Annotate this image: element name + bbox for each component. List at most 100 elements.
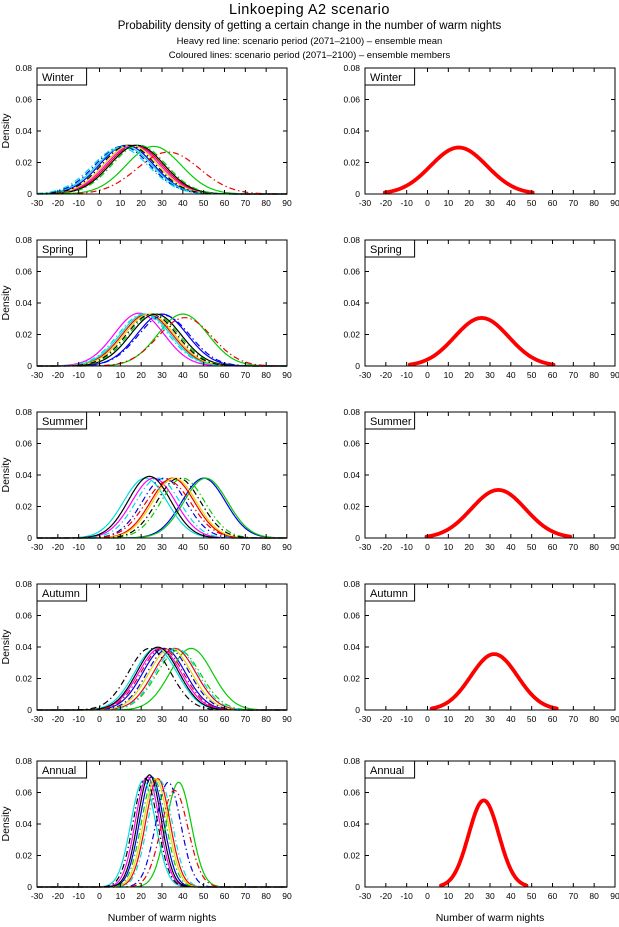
y-tick-label: 0.06 [15, 439, 32, 449]
x-tick-label: 20 [464, 714, 474, 724]
subplot-winter-ensemble-mean: -30 -20 -10 0 10 20 30 40 50 60 70 80 90 0 0.02 0.04 0.0… [343, 63, 619, 208]
y-axis-label: Density [0, 113, 12, 149]
x-tick-label: 90 [282, 891, 292, 901]
y-tick-label: 0.08 [15, 63, 32, 73]
x-tick-label: 90 [282, 542, 292, 552]
x-tick-label: 60 [220, 542, 230, 552]
x-tick-label: 20 [136, 891, 146, 901]
x-tick-label: 0 [425, 198, 430, 208]
x-tick-label: 0 [97, 370, 102, 380]
y-tick-label: 0.02 [15, 851, 32, 861]
y-axis-label: Density [0, 806, 12, 842]
season-label-box [364, 239, 416, 258]
y-tick-label: 0.02 [343, 851, 360, 861]
y-tick-label: 0.06 [343, 611, 360, 621]
x-tick-label: 90 [282, 714, 292, 724]
x-tick-label: 10 [116, 891, 126, 901]
x-tick-label: 60 [548, 542, 558, 552]
axis-box [364, 67, 616, 195]
x-tick-label: 40 [178, 542, 188, 552]
x-tick-label: 50 [527, 891, 537, 901]
y-tick-label: 0.04 [15, 126, 32, 136]
x-tick-label: 20 [464, 891, 474, 901]
x-tick-label: 50 [199, 198, 209, 208]
y-tick-label: 0.02 [343, 502, 360, 512]
y-tick-label: 0 [27, 361, 32, 371]
subplot-autumn-ensemble-mean: -30 -20 -10 0 10 20 30 40 50 60 70 80 90 0 0.02 0.04 0.0… [343, 579, 619, 724]
x-tick-label: 0 [97, 542, 102, 552]
x-tick-label: -10 [73, 714, 86, 724]
x-tick-label: 60 [220, 714, 230, 724]
subplot-summer-ensemble-mean: -30 -20 -10 0 10 20 30 40 50 60 70 80 90 0 0.02 0.04 0.0… [343, 407, 619, 552]
subplot-spring-ensemble-mean: -30 -20 -10 0 10 20 30 40 50 60 70 80 90 0 0.02 0.04 0.0… [343, 235, 619, 380]
season-label: Autumn [370, 588, 408, 600]
y-tick-label: 0.08 [343, 63, 360, 73]
season-label-box [36, 239, 88, 258]
y-tick-label: 0.08 [15, 407, 32, 417]
season-label-box [364, 67, 416, 86]
y-tick-label: 0.06 [343, 267, 360, 277]
axis-box [36, 583, 288, 711]
ensemble-member-curve [36, 145, 287, 195]
y-tick-label: 0 [27, 882, 32, 892]
x-tick-label: 80 [261, 198, 271, 208]
figure-title: Linkoeping A2 scenario [229, 2, 390, 18]
ensemble-member-curve [37, 313, 287, 367]
x-tick-label: 50 [527, 714, 537, 724]
x-tick-label: -30 [359, 542, 372, 552]
x-tick-label: -20 [380, 542, 393, 552]
x-tick-label: -10 [401, 542, 414, 552]
y-axis-label: Density [0, 457, 12, 493]
subplot-spring-ensemble-members: -30 -20 -10 0 10 20 30 40 50 60 70 80 90 0 0.02 0.04 0.0… [0, 235, 292, 380]
x-tick-label: 30 [485, 198, 495, 208]
season-label: Annual [370, 765, 404, 777]
season-label: Spring [42, 244, 74, 256]
x-tick-label: 80 [261, 891, 271, 901]
x-tick-label: -10 [73, 370, 86, 380]
x-tick-label: 80 [589, 891, 599, 901]
y-tick-label: 0.02 [15, 674, 32, 684]
ensemble-mean-curve [424, 488, 573, 539]
x-tick-label: 80 [589, 370, 599, 380]
season-label-box [36, 411, 88, 430]
x-axis-label: Number of warm nights [108, 912, 217, 924]
x-tick-label: 40 [506, 198, 516, 208]
ensemble-member-curve [37, 789, 287, 888]
x-tick-label: 30 [157, 891, 167, 901]
x-tick-label: 90 [282, 198, 292, 208]
y-tick-label: 0 [27, 189, 32, 199]
x-tick-label: -20 [52, 714, 65, 724]
x-tick-label: 30 [157, 198, 167, 208]
x-tick-label: -30 [31, 714, 44, 724]
season-label: Winter [42, 72, 74, 84]
y-tick-label: 0.02 [15, 502, 32, 512]
x-tick-label: 80 [589, 542, 599, 552]
x-tick-label: -30 [359, 370, 372, 380]
y-tick-label: 0.04 [343, 642, 360, 652]
y-axis-label: Density [0, 285, 12, 321]
subplot-summer-ensemble-members: -30 -20 -10 0 10 20 30 40 50 60 70 80 90 0 0.02 0.04 0.0… [0, 407, 292, 552]
x-tick-label: -20 [380, 370, 393, 380]
season-label: Annual [42, 765, 76, 777]
x-tick-label: 10 [116, 370, 126, 380]
y-tick-label: 0.02 [15, 158, 32, 168]
x-tick-label: 40 [506, 891, 516, 901]
x-tick-label: 60 [548, 198, 558, 208]
x-tick-label: -30 [31, 891, 44, 901]
y-tick-label: 0.06 [343, 439, 360, 449]
y-tick-label: 0.02 [343, 330, 360, 340]
y-tick-label: 0.04 [15, 298, 32, 308]
y-tick-label: 0.08 [343, 235, 360, 245]
y-tick-label: 0.06 [343, 95, 360, 105]
x-tick-label: -10 [73, 891, 86, 901]
y-tick-label: 0.08 [15, 756, 32, 766]
y-tick-label: 0.06 [15, 95, 32, 105]
x-tick-label: -10 [401, 198, 414, 208]
season-label: Spring [370, 244, 402, 256]
x-tick-label: 80 [589, 198, 599, 208]
y-tick-label: 0.08 [343, 756, 360, 766]
y-tick-label: 0.08 [15, 579, 32, 589]
x-tick-label: 90 [282, 370, 292, 380]
season-label-box [36, 583, 88, 602]
figure-subtitle: Probability density of getting a certain… [117, 20, 502, 32]
